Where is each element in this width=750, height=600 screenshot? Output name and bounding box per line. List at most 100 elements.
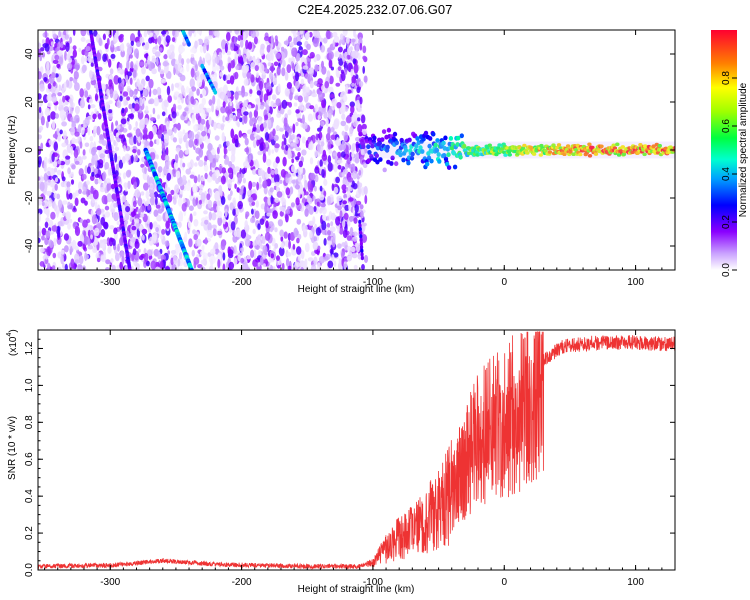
noise-speckle bbox=[279, 179, 283, 184]
noise-speckle bbox=[106, 183, 110, 192]
noise-speckle bbox=[341, 130, 345, 136]
spectral-streak-short bbox=[358, 223, 362, 228]
spectral-streak-short bbox=[358, 227, 362, 232]
noise-speckle bbox=[166, 193, 173, 203]
carrier-line-segment bbox=[555, 146, 560, 150]
noise-speckle bbox=[315, 227, 321, 236]
noise-speckle bbox=[288, 101, 292, 108]
noise-speckle bbox=[193, 211, 197, 216]
snr-y-label: SNR (10 * v/v) bbox=[7, 416, 18, 480]
noise-speckle bbox=[273, 202, 277, 208]
carrier-line-segment bbox=[451, 150, 457, 156]
noise-speckle bbox=[286, 252, 292, 257]
noise-speckle bbox=[194, 133, 200, 139]
noise-speckle bbox=[74, 259, 80, 264]
noise-speckle bbox=[99, 153, 106, 159]
noise-speckle bbox=[228, 261, 235, 270]
noise-speckle bbox=[79, 88, 84, 98]
noise-speckle bbox=[111, 264, 116, 270]
carrier-line-segment bbox=[378, 157, 383, 162]
noise-speckle bbox=[276, 191, 283, 198]
noise-speckle bbox=[249, 118, 254, 127]
noise-speckle bbox=[58, 30, 62, 38]
colorbar-tick-label: 0.6 bbox=[721, 119, 732, 133]
noise-speckle bbox=[116, 67, 122, 74]
noise-speckle bbox=[82, 155, 87, 160]
noise-speckle bbox=[351, 114, 355, 124]
noise-speckle bbox=[151, 68, 157, 75]
carrier-line-segment bbox=[452, 164, 458, 170]
noise-speckle bbox=[177, 97, 181, 104]
y-tick-label: 1.0 bbox=[24, 378, 35, 392]
noise-speckle bbox=[316, 201, 320, 207]
noise-speckle bbox=[135, 121, 138, 128]
noise-speckle bbox=[327, 162, 333, 172]
noise-speckle bbox=[264, 114, 269, 121]
noise-speckle bbox=[280, 46, 285, 52]
noise-speckle bbox=[124, 183, 128, 192]
noise-speckle bbox=[249, 89, 253, 94]
noise-speckle bbox=[178, 53, 182, 64]
noise-speckle bbox=[330, 212, 336, 221]
noise-speckle bbox=[47, 102, 52, 108]
noise-speckle bbox=[72, 192, 77, 199]
noise-speckle bbox=[188, 238, 193, 248]
noise-speckle bbox=[350, 68, 354, 77]
noise-speckle bbox=[363, 185, 368, 196]
noise-speckle bbox=[192, 183, 198, 194]
noise-speckle bbox=[279, 229, 285, 238]
noise-speckle bbox=[185, 182, 191, 191]
noise-speckle bbox=[186, 86, 189, 94]
noise-speckle bbox=[158, 47, 163, 52]
noise-speckle bbox=[46, 201, 53, 208]
noise-speckle bbox=[188, 139, 194, 148]
noise-speckle bbox=[342, 229, 348, 239]
noise-speckle bbox=[349, 46, 353, 52]
noise-speckle bbox=[316, 143, 321, 153]
noise-speckle bbox=[274, 77, 278, 85]
noise-speckle bbox=[208, 99, 213, 106]
noise-speckle bbox=[349, 101, 355, 108]
noise-speckle bbox=[260, 203, 266, 210]
noise-speckle bbox=[137, 149, 141, 156]
noise-speckle bbox=[92, 247, 97, 254]
noise-speckle bbox=[320, 105, 327, 115]
noise-speckle bbox=[198, 148, 204, 158]
noise-speckle bbox=[115, 132, 120, 138]
noise-speckle bbox=[41, 52, 46, 58]
noise-speckle bbox=[145, 75, 150, 82]
noise-speckle bbox=[271, 65, 274, 74]
noise-speckle bbox=[69, 107, 73, 116]
carrier-line-segment bbox=[409, 155, 415, 161]
noise-speckle bbox=[137, 136, 141, 143]
noise-speckle bbox=[313, 256, 318, 266]
noise-speckle bbox=[321, 60, 324, 69]
noise-speckle bbox=[38, 212, 41, 223]
noise-speckle bbox=[216, 255, 222, 261]
noise-speckle bbox=[259, 63, 265, 74]
noise-speckle bbox=[360, 114, 366, 124]
noise-speckle bbox=[103, 250, 106, 259]
noise-speckle bbox=[247, 104, 252, 110]
noise-speckle bbox=[110, 208, 115, 213]
noise-speckle bbox=[61, 142, 67, 148]
noise-speckle bbox=[251, 208, 254, 215]
noise-speckle bbox=[174, 63, 178, 69]
noise-speckle bbox=[94, 160, 98, 168]
carrier-halo bbox=[359, 141, 675, 159]
noise-speckle bbox=[230, 128, 235, 139]
noise-speckle bbox=[291, 249, 297, 256]
noise-speckle bbox=[338, 258, 342, 265]
noise-speckle bbox=[133, 135, 137, 145]
carrier-line-segment bbox=[599, 144, 604, 149]
carrier-line-segment bbox=[423, 130, 429, 136]
noise-speckle bbox=[46, 166, 53, 177]
noise-speckle bbox=[309, 105, 315, 110]
noise-speckle bbox=[84, 142, 90, 148]
noise-speckle bbox=[241, 168, 246, 175]
noise-speckle bbox=[72, 30, 76, 36]
noise-speckle bbox=[171, 83, 174, 92]
noise-speckle bbox=[142, 171, 148, 181]
noise-speckle bbox=[344, 106, 349, 112]
noise-speckle bbox=[312, 195, 316, 201]
